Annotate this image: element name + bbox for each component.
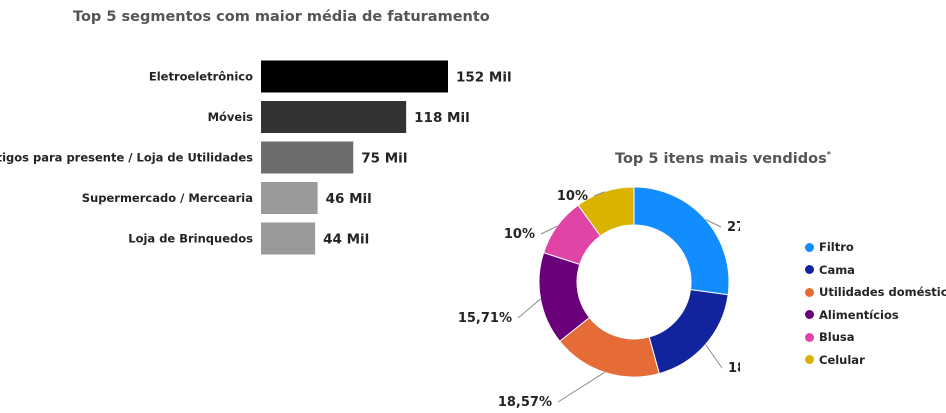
value-label: 152 Mil xyxy=(456,70,512,86)
donut-chart: 27,14% 18,57% 18,57% 15,71% 10% 10% xyxy=(458,186,740,410)
legend-label: Cama xyxy=(819,262,855,277)
slice-value-label: 18,57% xyxy=(498,395,552,410)
legend-swatch xyxy=(805,332,814,342)
legend-item[interactable]: Celular xyxy=(805,349,946,372)
donut-legend: Filtro Cama Utilidades domésticas Alimentíc… xyxy=(805,236,946,371)
leader-line xyxy=(705,344,723,369)
legend-item[interactable]: Utilidades domésticas xyxy=(805,281,946,304)
slice-value-label: 10% xyxy=(504,227,535,242)
value-label: 75 Mil xyxy=(361,151,407,167)
donut-title-mark: * xyxy=(826,150,831,159)
legend-label: Alimentícios xyxy=(819,307,899,322)
legend-swatch xyxy=(805,265,814,275)
leader-line xyxy=(705,219,722,228)
category-label: Móveis xyxy=(208,110,254,124)
slice-value-label: 18,57% xyxy=(728,361,740,376)
legend-swatch xyxy=(805,310,814,320)
legend-label: Celular xyxy=(819,352,865,367)
leader-line xyxy=(540,225,558,235)
leader-line xyxy=(517,298,541,319)
donut-chart-title: Top 5 itens mais vendidos* xyxy=(615,150,831,167)
bar[interactable] xyxy=(261,141,354,174)
category-label: Artigos para presente / Loja de Utilidad… xyxy=(0,151,253,165)
bar-chart: Eletroeletrônico 152 Mil Móveis 118 Mil Arti… xyxy=(0,60,512,255)
bar[interactable] xyxy=(261,101,407,133)
legend-item[interactable]: Filtro xyxy=(805,236,946,259)
category-label: Loja de Brinquedos xyxy=(128,232,253,246)
slice-value-label: 15,71% xyxy=(458,311,512,326)
bar[interactable] xyxy=(261,222,316,255)
slice-value-label: 27,14% xyxy=(727,220,740,235)
leader-line xyxy=(593,191,605,197)
legend-item[interactable]: Alimentícios xyxy=(805,304,946,327)
category-label: Supermercado / Mercearia xyxy=(82,191,253,205)
slice-value-label: 10% xyxy=(557,189,588,204)
legend-label: Utilidades domésticas xyxy=(819,285,946,300)
leader-line xyxy=(557,371,605,403)
legend-swatch xyxy=(805,242,814,252)
legend-label: Blusa xyxy=(819,330,855,345)
legend-item[interactable]: Cama xyxy=(805,259,946,282)
legend-label: Filtro xyxy=(819,240,854,255)
donut-slice[interactable] xyxy=(577,186,635,237)
value-label: 44 Mil xyxy=(323,232,369,248)
donut-slice[interactable] xyxy=(648,289,729,375)
value-label: 46 Mil xyxy=(326,191,372,207)
value-label: 118 Mil xyxy=(414,110,470,126)
bar[interactable] xyxy=(261,182,318,214)
category-label: Eletroeletrônico xyxy=(149,70,253,84)
bar-chart-title: Top 5 segmentos com maior média de fatur… xyxy=(73,9,490,25)
bar[interactable] xyxy=(261,60,448,93)
donut-slice[interactable] xyxy=(633,186,730,296)
legend-swatch xyxy=(805,355,814,365)
donut-title-text: Top 5 itens mais vendidos xyxy=(615,150,827,167)
legend-item[interactable]: Blusa xyxy=(805,326,946,349)
legend-swatch xyxy=(805,287,814,297)
